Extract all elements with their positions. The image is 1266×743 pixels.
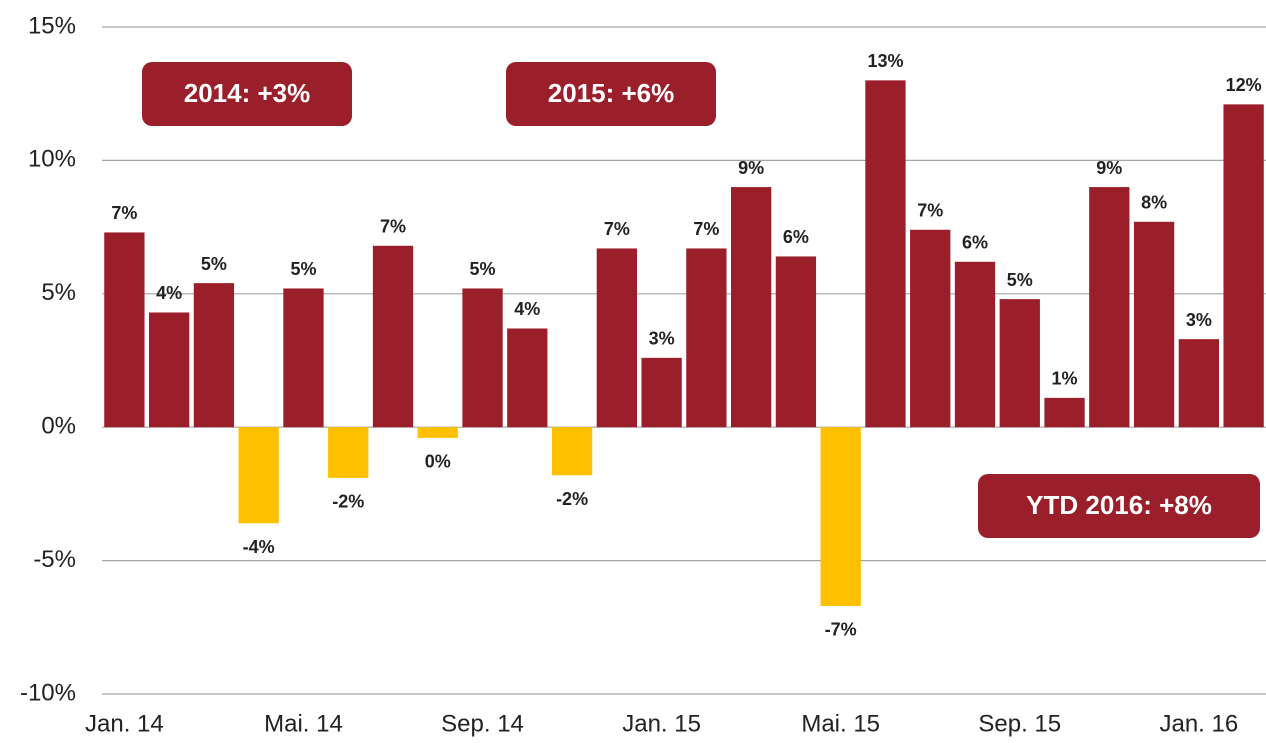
value-label: 3% bbox=[649, 329, 675, 349]
x-tick-label: Jan. 16 bbox=[1159, 710, 1238, 737]
y-tick-label: -5% bbox=[33, 546, 76, 573]
bar bbox=[820, 427, 861, 606]
annotation: 2015: +6% bbox=[548, 78, 674, 108]
y-tick-label: 15% bbox=[28, 12, 76, 39]
y-tick-label: -10% bbox=[20, 679, 76, 706]
annotation-box bbox=[506, 62, 716, 126]
value-label: 7% bbox=[380, 217, 406, 237]
bar bbox=[372, 245, 414, 428]
y-tick-label: 10% bbox=[28, 146, 76, 173]
value-label: -7% bbox=[825, 620, 857, 640]
bar bbox=[775, 256, 817, 428]
bar bbox=[865, 80, 906, 428]
value-label: 7% bbox=[111, 203, 137, 223]
value-label: 7% bbox=[693, 219, 719, 239]
value-label: 4% bbox=[156, 283, 182, 303]
value-label: 7% bbox=[917, 201, 943, 221]
bar bbox=[104, 232, 145, 428]
value-label: 1% bbox=[1052, 369, 1078, 389]
x-tick-label: Sep. 15 bbox=[978, 710, 1061, 737]
value-label: 5% bbox=[470, 259, 496, 279]
x-tick-label: Jan. 14 bbox=[85, 710, 164, 737]
bar bbox=[910, 229, 951, 428]
value-label: 5% bbox=[290, 259, 316, 279]
value-label: 13% bbox=[867, 51, 903, 71]
x-tick-label: Sep. 14 bbox=[441, 710, 524, 737]
bar bbox=[999, 299, 1040, 428]
bar bbox=[462, 288, 503, 428]
bar bbox=[641, 357, 682, 428]
bar bbox=[238, 427, 279, 524]
bar bbox=[328, 427, 369, 478]
bar bbox=[149, 312, 190, 428]
bar bbox=[1044, 397, 1085, 428]
value-label: 9% bbox=[738, 158, 764, 178]
value-label: 3% bbox=[1186, 310, 1212, 330]
value-label: -2% bbox=[332, 492, 364, 512]
value-label: 12% bbox=[1226, 75, 1262, 95]
annotation-box bbox=[142, 62, 352, 126]
bar bbox=[1178, 339, 1219, 428]
annotation: 2014: +3% bbox=[184, 78, 310, 108]
bar bbox=[731, 187, 772, 428]
value-label: 0% bbox=[425, 452, 451, 472]
bar bbox=[1089, 187, 1130, 428]
bar bbox=[1223, 104, 1264, 428]
annotation: YTD 2016: +8% bbox=[1026, 490, 1212, 520]
value-label: 5% bbox=[1007, 270, 1033, 290]
value-label: 7% bbox=[604, 219, 630, 239]
value-label: 4% bbox=[514, 299, 540, 319]
y-tick-label: 5% bbox=[41, 279, 76, 306]
value-label: -2% bbox=[556, 489, 588, 509]
bar bbox=[596, 248, 637, 428]
bar bbox=[954, 261, 996, 428]
annotation-box bbox=[978, 474, 1260, 538]
y-tick-label: 0% bbox=[41, 413, 76, 440]
value-label: 6% bbox=[783, 227, 809, 247]
x-tick-label: Jan. 15 bbox=[622, 710, 701, 737]
bar bbox=[1133, 221, 1175, 428]
x-tick-label: Mai. 15 bbox=[801, 710, 880, 737]
bar bbox=[686, 248, 727, 428]
bar bbox=[551, 427, 593, 476]
bar bbox=[193, 283, 235, 428]
value-label: 8% bbox=[1141, 193, 1167, 213]
value-label: 9% bbox=[1096, 158, 1122, 178]
value-label: 6% bbox=[962, 233, 988, 253]
value-label: -4% bbox=[243, 537, 275, 557]
value-label: 5% bbox=[201, 254, 227, 274]
bar bbox=[507, 328, 548, 428]
bar bbox=[417, 427, 458, 438]
x-tick-label: Mai. 14 bbox=[264, 710, 343, 737]
bar bbox=[283, 288, 324, 428]
